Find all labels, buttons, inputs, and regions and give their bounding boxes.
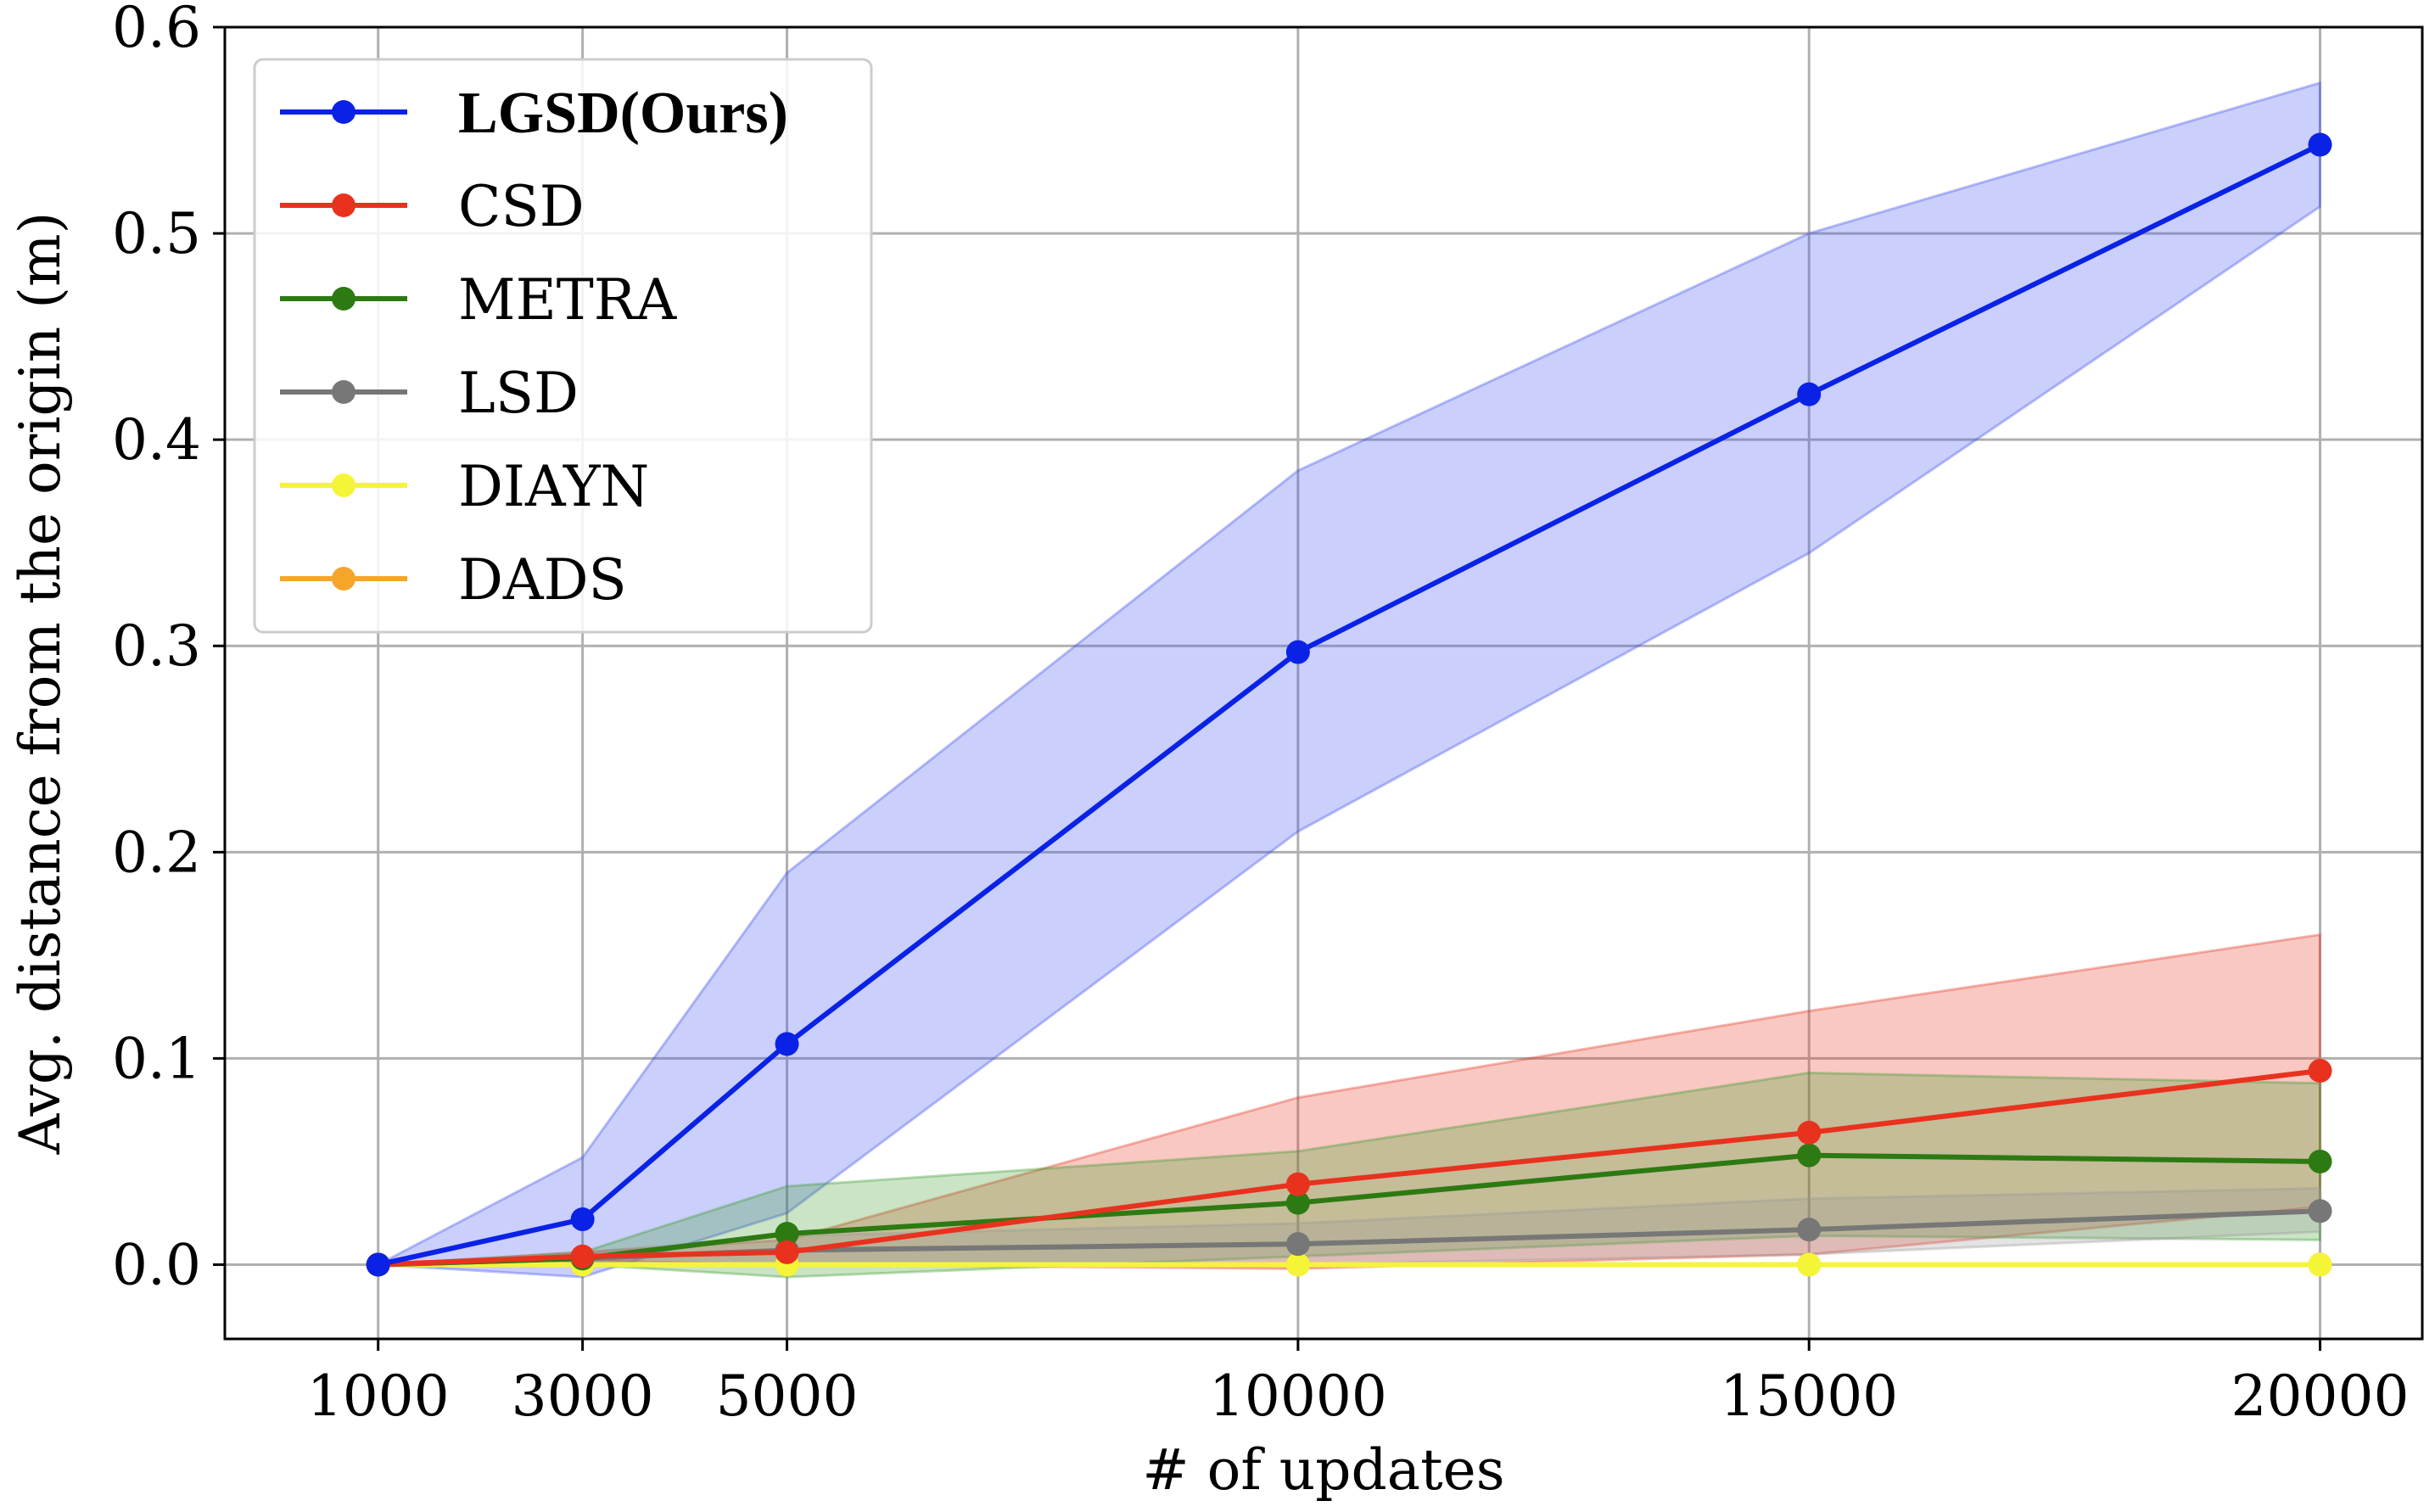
y-tick-label: 0.2	[112, 820, 201, 885]
point-csd	[775, 1240, 799, 1264]
line-lgsd-ours	[378, 142, 2321, 1268]
legend-label-lsd: LSD	[458, 361, 579, 426]
point-csd	[1285, 1172, 1310, 1196]
legend-box	[253, 58, 873, 634]
point-lsd	[2308, 1199, 2332, 1224]
point-lgsd-ours	[366, 1252, 390, 1277]
legend: LGSD(Ours) CSD METRA LSD DIAYN DADS	[253, 58, 873, 634]
plot-area-frame	[223, 25, 2424, 1341]
point-lgsd-ours	[570, 1207, 595, 1232]
point-lgsd-ours	[775, 1032, 799, 1056]
legend-label-lgsd-ours: LGSD(Ours)	[458, 81, 788, 146]
x-tick-label: 15000	[1720, 1364, 1898, 1429]
legend-swatch-marker-lsd	[332, 380, 355, 404]
y-tick-label: 0.0	[112, 1232, 201, 1297]
point-lgsd-ours	[1797, 382, 1822, 406]
y-tick-label: 0.5	[112, 201, 201, 266]
legend-swatch-marker-diayn	[332, 473, 355, 497]
point-metra	[2308, 1149, 2332, 1173]
legend-label-csd: CSD	[458, 174, 585, 239]
legend-swatch-marker-dads	[332, 567, 355, 591]
point-lsd	[1285, 1232, 1310, 1257]
point-lgsd-ours	[1285, 640, 1310, 664]
legend-label-dads: DADS	[458, 547, 627, 613]
legend-label-diayn: DIAYN	[458, 454, 649, 519]
y-tick-label: 0.1	[112, 1026, 201, 1091]
point-metra	[775, 1222, 799, 1246]
y-tick-label: 0.6	[112, 0, 201, 60]
legend-label-metra: METRA	[458, 267, 677, 333]
x-tick-label: 20000	[2231, 1364, 2410, 1429]
point-csd	[1797, 1120, 1822, 1145]
point-diayn	[1797, 1252, 1822, 1277]
point-diayn	[2308, 1252, 2332, 1277]
x-tick-label: 10000	[1209, 1364, 1387, 1429]
point-lgsd-ours	[2308, 132, 2332, 157]
x-tick-label: 3000	[512, 1364, 654, 1429]
legend-swatch-marker-lgsd-ours	[332, 100, 355, 124]
line-csd	[378, 1068, 2320, 1268]
point-diayn	[1285, 1252, 1310, 1277]
point-lsd	[1797, 1218, 1822, 1242]
legend-swatch-marker-csd	[332, 193, 355, 217]
x-axis-label: # of updates	[1142, 1437, 1504, 1503]
y-axis-label: Avg. distance from the origin (m)	[8, 212, 73, 1156]
x-tick-label: 1000	[307, 1364, 450, 1429]
y-tick-label: 0.4	[112, 407, 201, 473]
axis-ticks: 1000 3000 5000 10000 15000 20000 0.0 0.1 0.2 0.3 0…	[112, 0, 2409, 1429]
point-metra	[1285, 1190, 1310, 1215]
point-csd	[570, 1244, 595, 1268]
y-tick-label: 0.3	[112, 613, 201, 679]
series-lines	[366, 132, 2332, 1277]
point-csd	[2308, 1058, 2332, 1083]
legend-swatch-marker-metra	[332, 287, 355, 311]
point-metra	[1797, 1143, 1822, 1168]
x-tick-label: 5000	[716, 1364, 859, 1429]
